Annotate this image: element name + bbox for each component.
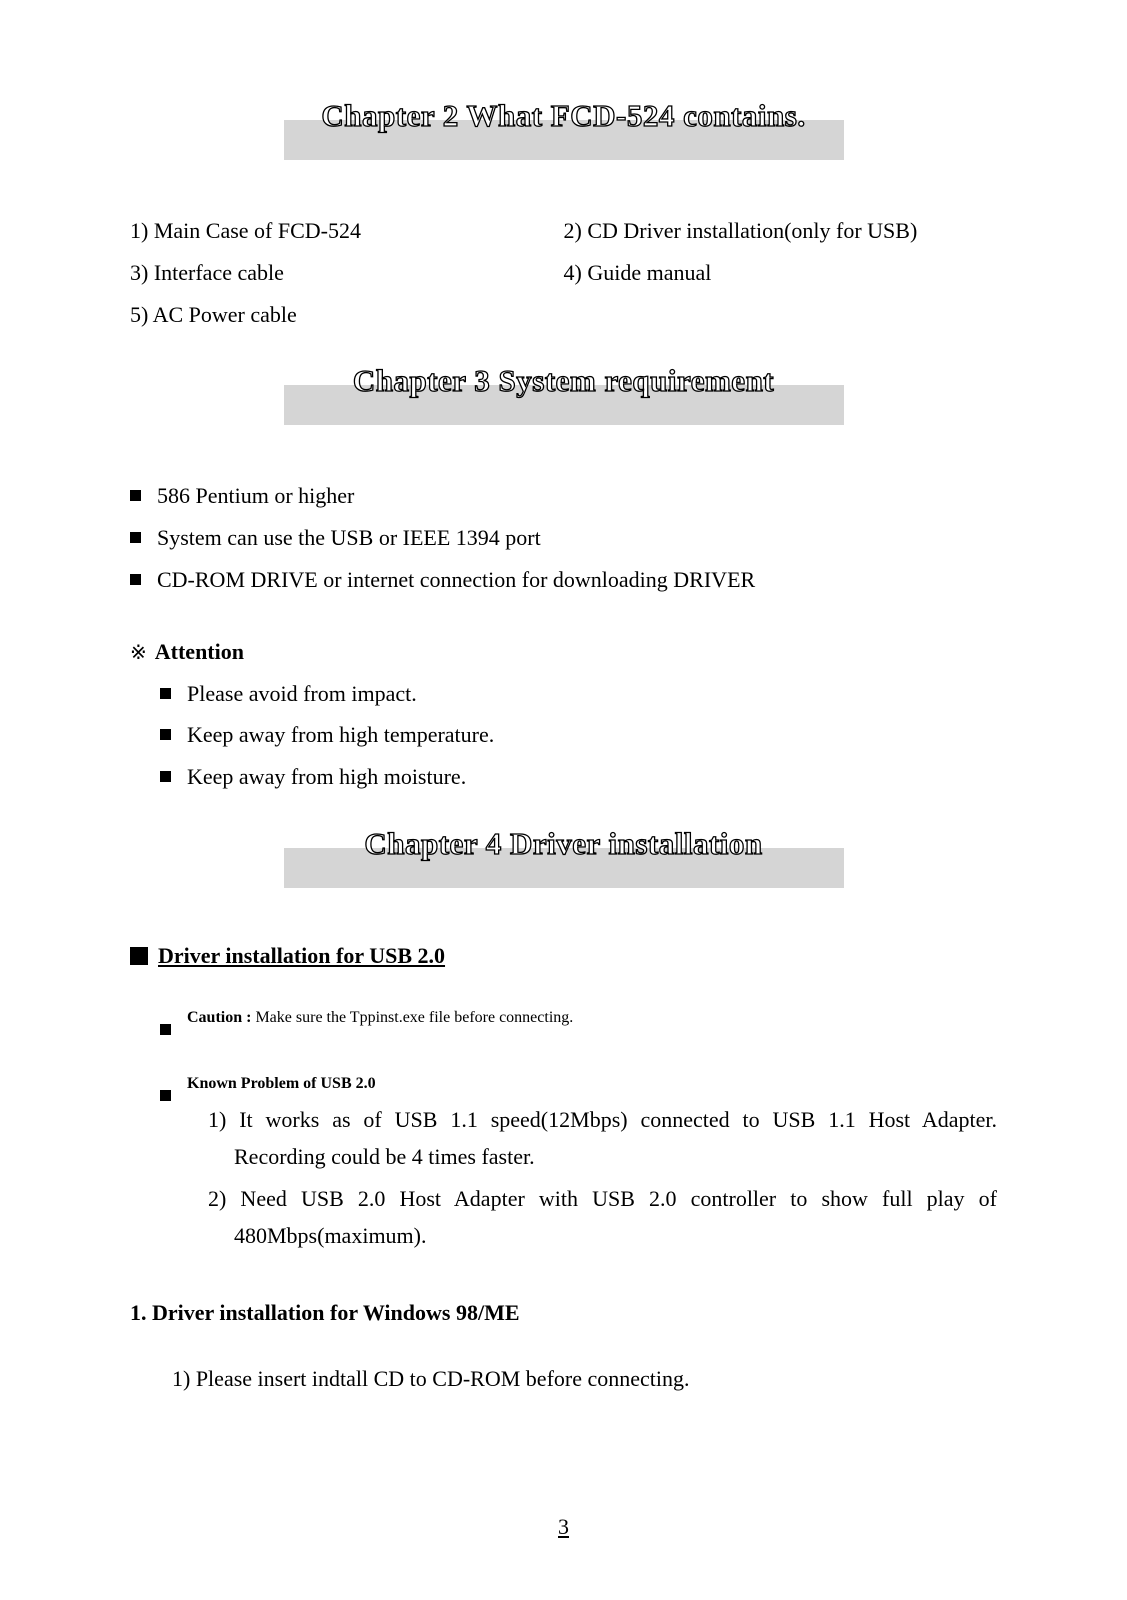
requirement-text: System can use the USB or IEEE 1394 port xyxy=(157,517,541,559)
contents-item-1: 1) Main Case of FCD-524 xyxy=(130,210,564,252)
requirement-item: 586 Pentium or higher xyxy=(130,475,997,517)
page: Chapter 2 What FCD-524 contains. 1) Main… xyxy=(0,0,1127,1600)
caution-text: Make sure the Tppinst.exe file before co… xyxy=(251,1009,573,1026)
attention-item: Keep away from high moisture. xyxy=(160,756,997,798)
known-problem-item: 1) It works as of USB 1.1 speed(12Mbps) … xyxy=(208,1101,997,1176)
chapter-heading-bar: Chapter 3 System requirement xyxy=(284,385,844,425)
caution-label: Caution : xyxy=(187,1009,251,1026)
attention-heading: ※ Attention xyxy=(130,631,997,673)
requirement-text: 586 Pentium or higher xyxy=(157,475,354,517)
known-problem-list: 1) It works as of USB 1.1 speed(12Mbps) … xyxy=(160,1101,997,1255)
square-bullet-icon xyxy=(130,532,141,543)
square-bullet-icon xyxy=(130,574,141,585)
caution-row: Caution : Make sure the Tppinst.exe file… xyxy=(160,1009,997,1035)
attention-text: Keep away from high temperature. xyxy=(187,714,494,756)
requirement-item: System can use the USB or IEEE 1394 port xyxy=(130,517,997,559)
page-number: 3 xyxy=(558,1514,569,1540)
contents-item-3: 3) Interface cable xyxy=(130,252,564,294)
known-problem-heading: Known Problem of USB 2.0 xyxy=(160,1075,997,1101)
contents-item-2: 2) CD Driver installation(only for USB) xyxy=(564,210,998,252)
chapter-2-title: Chapter 2 What FCD-524 contains. xyxy=(321,98,805,134)
square-bullet-icon xyxy=(160,771,171,782)
attention-item: Please avoid from impact. xyxy=(160,673,997,715)
caution-line: Caution : Make sure the Tppinst.exe file… xyxy=(187,1009,573,1027)
known-problem-block: Known Problem of USB 2.0 1) It works as … xyxy=(130,1075,997,1255)
chapter-heading-bar: Chapter 4 Driver installation xyxy=(284,848,844,888)
known-problem-label: Known Problem of USB 2.0 xyxy=(187,1075,376,1093)
chapter-3-content: 586 Pentium or higher System can use the… xyxy=(130,475,997,798)
contents-item-4: 4) Guide manual xyxy=(564,252,998,294)
chapter-4-heading-wrap: Chapter 4 Driver installation xyxy=(130,848,997,888)
reference-mark-icon: ※ xyxy=(130,634,147,672)
attention-item: Keep away from high temperature. xyxy=(160,714,997,756)
requirement-text: CD-ROM DRIVE or internet connection for … xyxy=(157,559,755,601)
square-bullet-icon xyxy=(160,688,171,699)
chapter-3-title: Chapter 3 System requirement xyxy=(353,363,774,399)
install-step-1: 1) Please insert indtall CD to CD-ROM be… xyxy=(130,1366,997,1392)
attention-label: Attention xyxy=(155,631,244,673)
chapter-3-heading-wrap: Chapter 3 System requirement xyxy=(130,385,997,425)
attention-text: Please avoid from impact. xyxy=(187,673,417,715)
caution-block: Caution : Make sure the Tppinst.exe file… xyxy=(130,1009,997,1035)
known-problem-item: 2) Need USB 2.0 Host Adapter with USB 2.… xyxy=(208,1180,997,1255)
usb-section-title: Driver installation for USB 2.0 xyxy=(158,943,445,969)
windows-98-step-heading: 1. Driver installation for Windows 98/ME xyxy=(130,1300,997,1326)
square-bullet-icon xyxy=(130,490,141,501)
contents-item-5: 5) AC Power cable xyxy=(130,294,564,336)
square-bullet-icon xyxy=(160,1090,171,1101)
big-square-bullet-icon xyxy=(130,947,148,965)
usb-section-heading: Driver installation for USB 2.0 xyxy=(130,943,997,969)
attention-list: Please avoid from impact. Keep away from… xyxy=(130,673,997,798)
requirement-item: CD-ROM DRIVE or internet connection for … xyxy=(130,559,997,601)
square-bullet-icon xyxy=(160,1024,171,1035)
chapter-heading-bar: Chapter 2 What FCD-524 contains. xyxy=(284,120,844,160)
chapter-4-title: Chapter 4 Driver installation xyxy=(364,826,762,862)
contents-list: 1) Main Case of FCD-524 2) CD Driver ins… xyxy=(130,210,997,335)
square-bullet-icon xyxy=(160,729,171,740)
chapter-2-heading-wrap: Chapter 2 What FCD-524 contains. xyxy=(130,120,997,160)
attention-text: Keep away from high moisture. xyxy=(187,756,466,798)
chapter-2-content: 1) Main Case of FCD-524 2) CD Driver ins… xyxy=(130,210,997,335)
